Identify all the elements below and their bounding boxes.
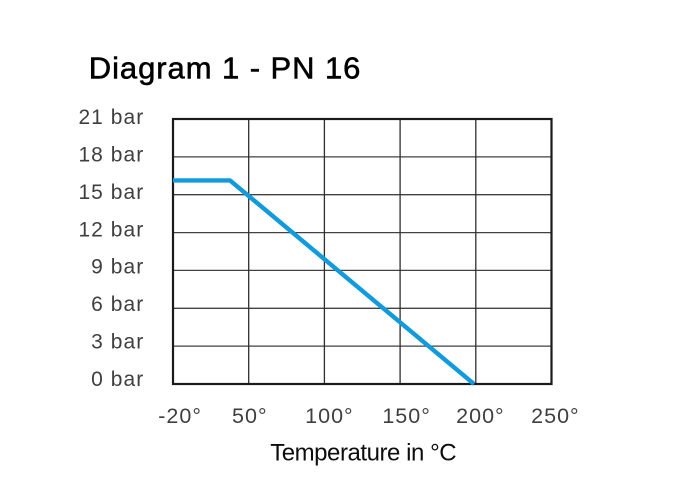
svg-text:3 bar: 3 bar (91, 331, 144, 354)
svg-text:150°: 150° (382, 404, 430, 428)
svg-text:-20°: -20° (158, 404, 202, 428)
svg-text:15 bar: 15 bar (78, 181, 144, 204)
svg-text:100°: 100° (305, 404, 353, 428)
svg-text:50°: 50° (232, 404, 268, 428)
svg-text:0 bar: 0 bar (91, 368, 144, 391)
svg-text:21 bar: 21 bar (78, 106, 144, 129)
svg-text:250°: 250° (531, 404, 579, 428)
svg-text:18 bar: 18 bar (78, 143, 144, 166)
svg-text:12 bar: 12 bar (78, 218, 144, 241)
svg-text:200°: 200° (456, 404, 504, 428)
svg-text:9 bar: 9 bar (91, 256, 144, 279)
svg-text:Diagram 1 - PN 16: Diagram 1 - PN 16 (89, 51, 361, 86)
svg-text:6 bar: 6 bar (91, 293, 144, 316)
svg-text:Temperature in °C: Temperature in °C (270, 439, 456, 466)
